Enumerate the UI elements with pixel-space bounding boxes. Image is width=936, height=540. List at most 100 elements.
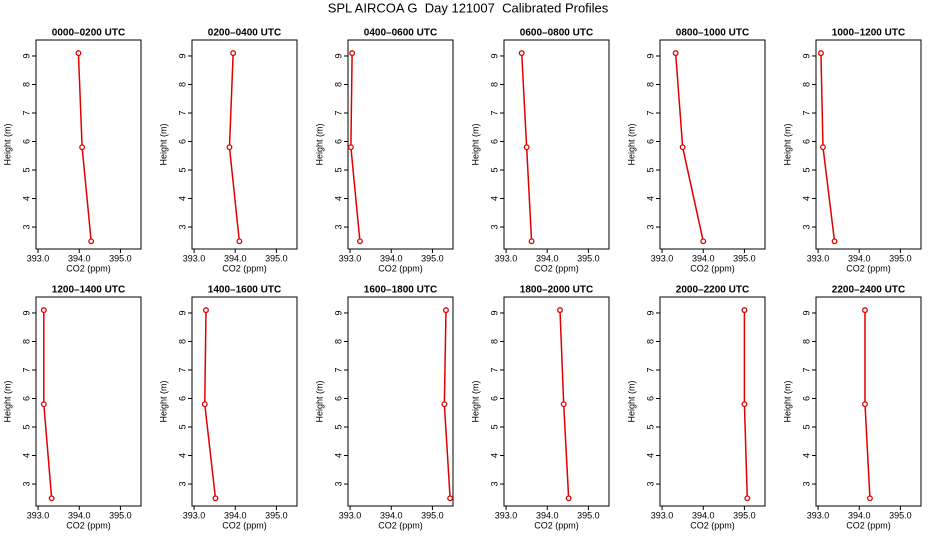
point [48, 495, 55, 502]
y-tick-label: 7 [21, 110, 31, 115]
x-axis-label: CO2 (ppm) [66, 263, 111, 273]
y-axis-label: Height (m) [158, 123, 168, 165]
x-tick-label: 393.0 [495, 510, 518, 520]
y-tick-label: 9 [801, 53, 811, 58]
x-tick-label: 394.0 [224, 510, 247, 520]
x-tick-label: 393.0 [183, 510, 206, 520]
y-axis-label: Height (m) [2, 123, 12, 165]
x-axis-label: CO2 (ppm) [222, 263, 267, 273]
x-axis-label: CO2 (ppm) [534, 263, 579, 273]
x-tick-label: 393.0 [27, 510, 50, 520]
point [741, 307, 748, 314]
point [862, 307, 868, 314]
point [741, 401, 748, 408]
y-tick-label: 5 [21, 425, 31, 430]
y-tick-label: 5 [489, 168, 499, 173]
point [201, 401, 208, 408]
y-axis-label: Height (m) [626, 123, 636, 165]
y-axis-label: Height (m) [158, 380, 168, 422]
y-tick-label: 4 [645, 453, 655, 458]
x-tick-label: 393.0 [651, 510, 674, 520]
x-axis-label: CO2 (ppm) [378, 263, 423, 273]
y-tick-label: 3 [177, 225, 187, 230]
x-tick-label: 394.0 [380, 510, 403, 520]
y-tick-label: 4 [645, 196, 655, 201]
y-tick-label: 7 [645, 367, 655, 372]
x-tick-label: 393.0 [495, 253, 518, 263]
plot-frame [35, 296, 142, 507]
point [443, 307, 449, 314]
x-tick-label: 395.0 [889, 253, 912, 263]
y-tick-label: 7 [333, 367, 343, 372]
y-tick-label: 8 [801, 82, 811, 87]
y-tick-label: 4 [177, 453, 187, 458]
y-tick-label: 7 [801, 367, 811, 372]
y-tick-label: 9 [645, 53, 655, 58]
x-axis-label: CO2 (ppm) [690, 263, 735, 273]
plot-frame [503, 296, 610, 507]
panel-title: 1800–2000 UTC [520, 285, 593, 296]
plot-frame [191, 296, 298, 507]
x-tick-label: 394.0 [536, 253, 559, 263]
point [347, 144, 354, 151]
y-tick-label: 5 [489, 425, 499, 430]
y-tick-label: 9 [21, 53, 31, 58]
point [528, 238, 535, 245]
y-tick-label: 5 [177, 168, 187, 173]
x-tick-label: 394.0 [68, 510, 91, 520]
y-tick-label: 9 [489, 53, 499, 58]
y-tick-label: 8 [645, 82, 655, 87]
y-tick-label: 8 [333, 339, 343, 344]
y-tick-label: 5 [645, 168, 655, 173]
x-tick-label: 395.0 [421, 253, 444, 263]
y-tick-label: 8 [177, 339, 187, 344]
y-tick-label: 9 [333, 310, 343, 315]
y-tick-label: 5 [177, 425, 187, 430]
point [88, 238, 95, 245]
point [560, 401, 567, 408]
x-tick-label: 394.0 [68, 253, 91, 263]
point [679, 144, 686, 151]
point [672, 50, 679, 57]
y-tick-label: 6 [645, 396, 655, 401]
y-tick-label: 4 [489, 453, 499, 458]
x-axis-label: CO2 (ppm) [534, 520, 579, 530]
y-tick-label: 3 [333, 225, 343, 230]
point [79, 144, 86, 151]
point [820, 144, 826, 151]
point [236, 238, 243, 245]
y-tick-label: 7 [333, 110, 343, 115]
panel-title: 1400–1600 UTC [208, 285, 281, 296]
y-tick-label: 7 [645, 110, 655, 115]
x-tick-label: 395.0 [577, 510, 600, 520]
chart-title: SPL AIRCOA G Day 121007 Calibrated Profi… [328, 0, 609, 15]
x-tick-label: 393.0 [807, 510, 830, 520]
x-tick-label: 394.0 [380, 253, 403, 263]
y-tick-label: 5 [333, 168, 343, 173]
panel-title: 2000–2200 UTC [676, 285, 749, 296]
x-tick-label: 394.0 [848, 253, 871, 263]
y-tick-label: 3 [333, 482, 343, 487]
y-tick-label: 6 [21, 396, 31, 401]
x-tick-label: 395.0 [421, 510, 444, 520]
y-tick-label: 5 [333, 425, 343, 430]
y-tick-label: 7 [489, 367, 499, 372]
y-tick-label: 8 [21, 82, 31, 87]
point [356, 238, 363, 245]
x-tick-label: 393.0 [339, 510, 362, 520]
panel-title: 1000–1200 UTC [832, 28, 905, 39]
x-tick-label: 394.0 [848, 510, 871, 520]
y-tick-label: 3 [489, 225, 499, 230]
y-tick-label: 8 [645, 339, 655, 344]
point [862, 401, 868, 408]
y-tick-label: 6 [177, 396, 187, 401]
y-tick-label: 6 [333, 396, 343, 401]
x-tick-label: 394.0 [536, 510, 559, 520]
plot-frame [659, 39, 766, 250]
y-axis-label: Height (m) [470, 380, 480, 422]
x-tick-label: 393.0 [651, 253, 674, 263]
x-tick-label: 394.0 [224, 253, 247, 263]
y-tick-label: 8 [489, 339, 499, 344]
point [744, 495, 751, 502]
